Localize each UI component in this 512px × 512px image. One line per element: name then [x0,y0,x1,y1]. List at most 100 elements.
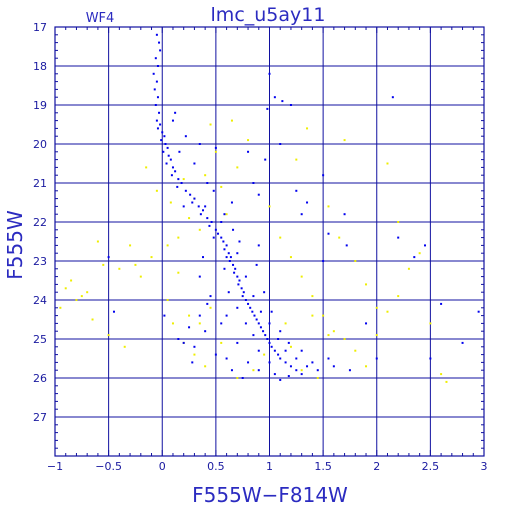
scatter-point [270,310,273,313]
scatter-point [174,111,177,114]
scatter-point [252,295,255,298]
scatter-point [236,166,239,169]
scatter-point [289,256,292,259]
scatter-point [225,213,228,216]
scatter-point [222,240,225,243]
scatter-point [244,322,247,325]
scatter-point [251,310,254,313]
scatter-point [188,326,191,329]
scatter-point [332,330,335,333]
scatter-point [206,302,209,305]
scatter-point [257,349,260,352]
scatter-point [244,299,247,301]
scatter-point [284,349,287,352]
scatter-point [418,252,421,255]
x-axis-label: F555W−F814W [192,483,348,507]
scatter-point [123,345,126,348]
scatter-point [461,341,464,344]
scatter-point [236,377,239,379]
chart-title: lmc_u5ay11 [211,4,326,26]
scatter-point [228,260,231,262]
scatter-point [134,263,137,266]
scatter-point [295,189,298,192]
scatter-point [171,119,174,122]
scatter-point [188,314,191,317]
scatter-point [223,248,226,251]
scatter-point [238,279,241,282]
scatter-point [214,353,217,356]
scatter-point [152,72,155,75]
scatter-point [343,213,346,216]
scatter-point [240,287,243,290]
x-tick-label: 3 [481,460,488,473]
scatter-point [407,267,410,270]
scatter-point [169,158,172,161]
scatter-point [220,322,223,325]
chart-subtitle: WF4 [86,11,115,26]
x-tick-label: 0 [159,460,166,473]
scatter-point [204,365,207,368]
scatter-point [365,322,368,325]
scatter-point [236,341,239,344]
scatter-point [262,330,265,333]
scatter-point [184,135,187,138]
scatter-point [182,178,185,181]
scatter-point [306,365,309,368]
scatter-point [204,330,207,333]
scatter-point [198,314,201,317]
scatter-point [264,158,267,161]
y-tick-label: 26 [33,372,47,385]
scatter-point [279,236,282,239]
x-tick-label: 1 [266,460,273,473]
x-tick-label: 2 [373,460,380,473]
y-tick-label: 27 [33,411,47,424]
scatter-point [220,341,223,344]
y-tick-label: 25 [33,333,47,346]
scatter-point [253,314,256,317]
scatter-point [295,357,298,360]
x-tick-label: 2.5 [422,460,440,473]
scatter-point [477,310,480,313]
scatter-point [80,295,83,298]
scatter-point [386,310,389,313]
scatter-point [160,139,163,142]
scatter-point [375,334,378,337]
scatter-point [252,334,255,337]
scatter-point [281,100,284,103]
scatter-point [234,267,237,270]
scatter-point [327,357,330,360]
scatter-point [306,201,309,204]
scatter-point [306,127,309,130]
scatter-point [177,338,180,340]
scatter-point [263,291,266,294]
scatter-points [59,33,480,383]
scatter-point [193,353,196,356]
scatter-point [236,306,239,309]
scatter-point [225,244,228,247]
scatter-point [257,322,260,325]
scatter-point [445,380,448,383]
scatter-point [348,369,351,372]
scatter-point [161,131,164,134]
scatter-point [209,123,212,126]
y-tick-label: 20 [33,138,47,151]
scatter-point [176,185,179,188]
scatter-point [277,338,280,340]
scatter-point [316,377,319,379]
scatter-point [327,205,330,208]
scatter-point [327,232,330,235]
scatter-point [174,170,177,173]
scatter-point [212,236,215,239]
scatter-point [209,306,212,309]
scatter-point [107,334,110,337]
scatter-point [354,349,357,352]
scatter-point [208,224,211,227]
scatter-point [268,205,271,208]
scatter-point [70,279,73,282]
scatter-point [59,306,62,309]
scatter-point [247,150,250,153]
scatter-point [153,88,156,91]
scatter-point [397,221,400,223]
scatter-point [268,322,271,325]
scatter-point [247,302,250,305]
